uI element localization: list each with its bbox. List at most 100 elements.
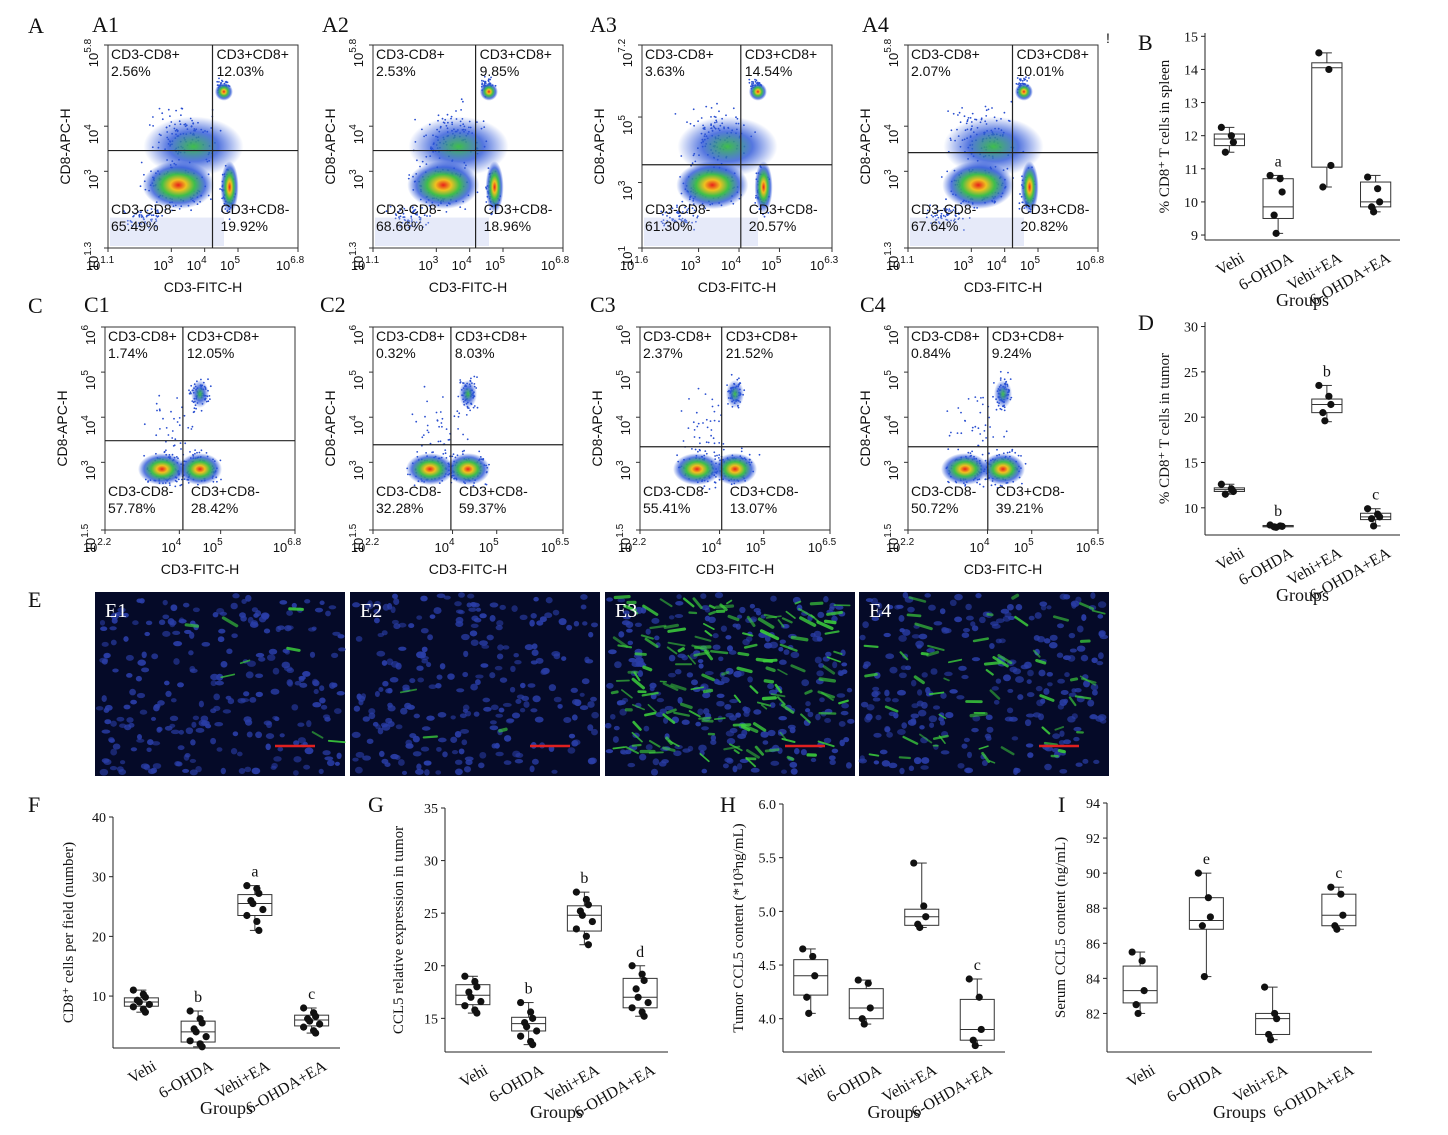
nucleus <box>150 716 157 721</box>
nucleus <box>1087 699 1095 707</box>
nucleus <box>824 718 832 723</box>
event-dot <box>1015 82 1018 85</box>
nucleus <box>216 747 223 752</box>
nucleus <box>835 605 844 610</box>
nucleus <box>901 722 908 729</box>
event-dot <box>974 425 977 428</box>
nucleus <box>112 743 121 750</box>
nucleus <box>324 716 331 722</box>
nucleus <box>817 611 825 618</box>
tick-base: 10 <box>541 540 555 555</box>
nucleus <box>627 762 636 768</box>
event-dot <box>143 173 145 176</box>
nucleus <box>732 765 738 773</box>
cd8-stain <box>776 696 786 706</box>
event-dot <box>188 392 191 395</box>
event-dot <box>439 440 442 443</box>
tick-base: 10 <box>153 258 167 273</box>
event-dot <box>710 107 713 109</box>
quadrant-percent: 19.92% <box>221 218 268 234</box>
event-dot <box>466 438 469 441</box>
population-density <box>191 379 209 408</box>
cd8-stain <box>781 617 793 624</box>
nucleus <box>1043 638 1051 644</box>
event-dot <box>209 398 211 400</box>
event-dot <box>985 115 988 117</box>
nucleus <box>414 768 424 775</box>
nucleus <box>521 695 530 702</box>
population-density <box>981 453 1025 486</box>
event-dot <box>188 389 190 392</box>
nucleus <box>975 592 982 599</box>
event-dot <box>691 221 693 224</box>
event-dot <box>996 448 998 451</box>
quadrant-name: CD3-CD8- <box>376 201 442 217</box>
x-tick-label: 106.5 <box>1076 537 1105 555</box>
nucleus <box>897 729 906 735</box>
tick-base: 10 <box>203 540 217 555</box>
event-dot <box>999 407 1002 410</box>
event-dot <box>943 208 945 210</box>
nucleus <box>1043 688 1050 695</box>
cd8-stain <box>764 748 780 753</box>
cd8-stain <box>1057 748 1066 754</box>
nucleus <box>571 714 578 721</box>
y-tick-label: 105 <box>883 370 901 390</box>
event-dot <box>1001 485 1003 487</box>
population-density <box>726 379 744 408</box>
event-dot <box>190 428 193 430</box>
nucleus <box>494 665 503 671</box>
nucleus <box>650 768 659 776</box>
nucleus <box>659 708 667 715</box>
tick-exponent: 3 <box>80 460 91 466</box>
nucleus <box>174 760 181 767</box>
nucleus <box>502 645 510 650</box>
y-tick-label: 101.3 <box>348 241 366 270</box>
cd8-stain <box>612 746 626 750</box>
tick-base: 10 <box>351 258 365 273</box>
nucleus <box>409 678 416 684</box>
nucleus <box>215 680 224 686</box>
event-dot <box>429 442 432 445</box>
nucleus <box>524 644 534 651</box>
nucleus <box>940 750 950 755</box>
nucleus <box>558 618 567 626</box>
nucleus <box>387 702 393 708</box>
nucleus <box>1035 685 1043 692</box>
nucleus <box>1063 739 1072 745</box>
nucleus <box>144 631 150 637</box>
nucleus <box>368 708 376 715</box>
nucleus <box>1017 694 1024 701</box>
nucleus <box>523 701 530 708</box>
x-tick-label: 105 <box>220 255 240 273</box>
y-tick-label: 104 <box>80 415 98 435</box>
nucleus <box>428 684 437 689</box>
quadrant-name: CD3+CD8+ <box>455 328 527 344</box>
nucleus <box>963 628 970 633</box>
event-dot <box>148 124 151 126</box>
nucleus <box>246 731 253 738</box>
nucleus <box>454 759 463 765</box>
nucleus <box>1071 602 1077 609</box>
event-dot <box>936 205 938 208</box>
nucleus <box>567 747 576 754</box>
nucleus <box>213 705 221 712</box>
cd8-stain <box>694 635 712 642</box>
event-dot <box>750 83 753 85</box>
nucleus <box>1090 592 1096 599</box>
event-dot <box>687 427 690 429</box>
y-tick-label: 101.3 <box>83 241 101 270</box>
nucleus <box>108 737 115 743</box>
quadrant-percent: 20.57% <box>749 218 796 234</box>
event-dot <box>697 387 700 390</box>
x-tick-label: 103 <box>953 255 973 273</box>
nucleus <box>273 756 282 762</box>
nucleus <box>741 729 748 737</box>
cd8-stain <box>723 745 741 751</box>
nucleus <box>674 668 682 675</box>
event-dot <box>482 80 485 82</box>
event-dot <box>1018 207 1021 210</box>
y-tick-label: 101.3 <box>883 241 901 270</box>
y-tick-label: 105 <box>617 115 635 135</box>
tick-exponent: 6.8 <box>555 255 569 266</box>
